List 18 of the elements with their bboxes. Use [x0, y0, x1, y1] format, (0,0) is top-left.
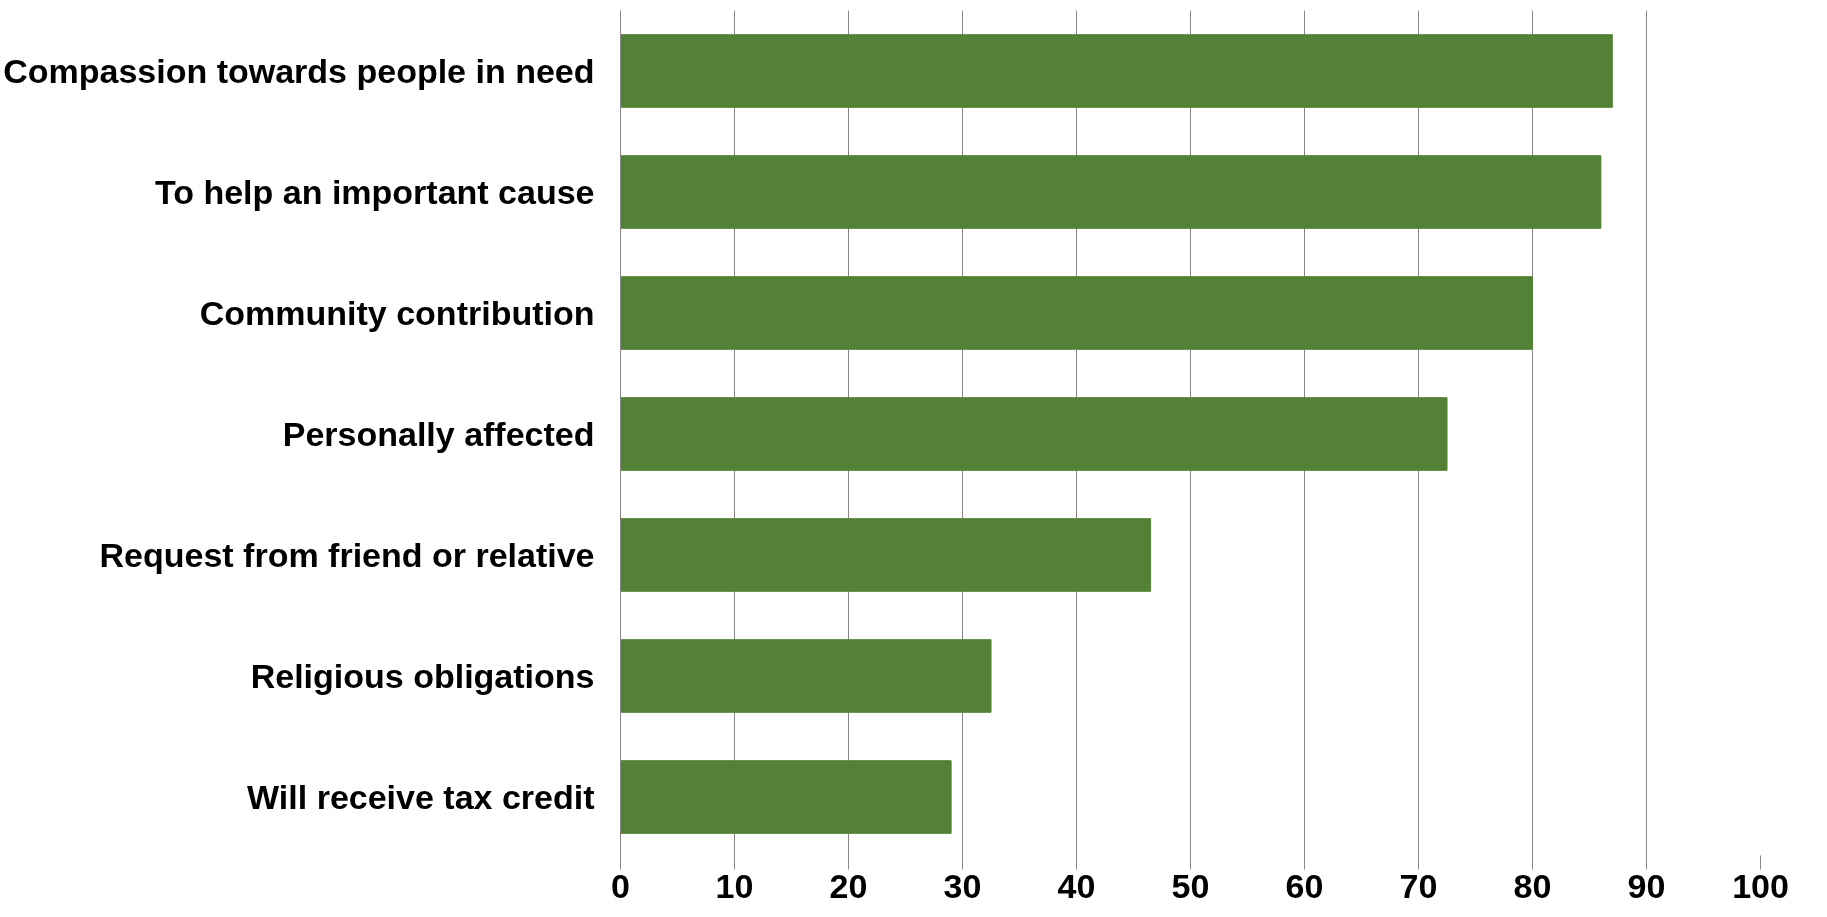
x-tick-label: 60: [1285, 866, 1324, 905]
y-tick-label: Request from friend or relative: [99, 536, 595, 574]
y-tick-label: Compassion towards people in need: [3, 52, 595, 90]
x-tick-label: 70: [1399, 866, 1438, 905]
x-tick-label: 50: [1171, 866, 1210, 905]
y-tick-label: Community contribution: [199, 294, 595, 332]
y-tick-label: Religious obligations: [250, 657, 595, 695]
y-tick-label: To help an important cause: [154, 173, 595, 211]
x-tick-label: 100: [1732, 866, 1789, 905]
x-tick-label: 10: [715, 866, 754, 905]
x-tick-label: 40: [1057, 866, 1096, 905]
x-tick-label: 80: [1513, 866, 1552, 905]
y-tick-label: Will receive tax credit: [247, 778, 595, 816]
x-tick-label: 20: [829, 866, 868, 905]
x-tick-label: 90: [1627, 866, 1666, 905]
x-tick-label: 30: [943, 866, 982, 905]
y-tick-label: Personally affected: [282, 415, 595, 453]
x-tick-label: 0: [611, 866, 630, 905]
